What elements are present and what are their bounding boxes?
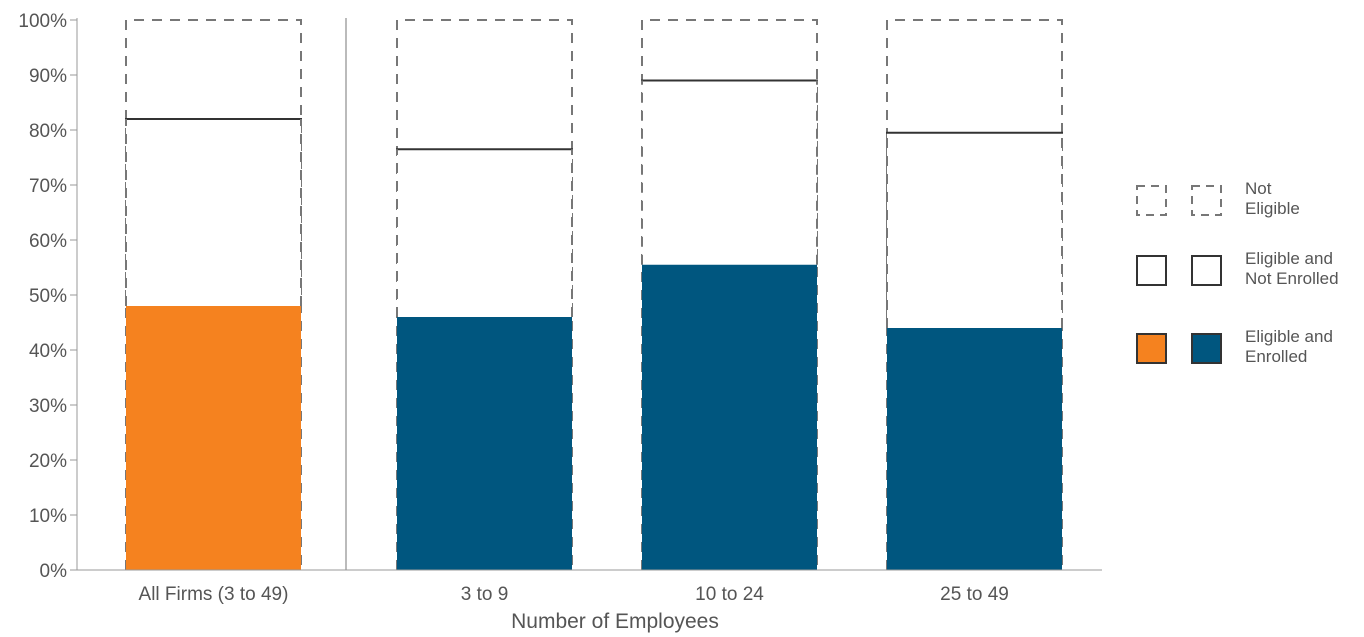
bar-eligible-enrolled	[126, 306, 301, 570]
x-tick-label: All Firms (3 to 49)	[139, 584, 289, 605]
bar-eligible-not-enrolled	[642, 80, 817, 265]
y-tick-label: 10%	[29, 506, 67, 527]
bar-eligible-enrolled	[642, 264, 817, 570]
legend-label: Enrolled	[1245, 347, 1307, 366]
y-tick-label: 20%	[29, 451, 67, 472]
plot-area	[125, 18, 1063, 570]
legend-label: Eligible	[1245, 199, 1300, 218]
x-tick-label: 10 to 24	[695, 584, 764, 605]
legend-swatch-eligible-not-enrolled	[1191, 255, 1222, 286]
bar-eligible-enrolled	[397, 317, 572, 570]
bar-eligible-not-enrolled	[887, 132, 1062, 328]
y-tick-label: 80%	[29, 121, 67, 142]
legend-label: Not Enrolled	[1245, 269, 1339, 288]
bar-eligible-sides	[125, 119, 302, 306]
y-tick-label: 70%	[29, 176, 67, 197]
y-tick-label: 50%	[29, 286, 67, 307]
bar-eligible-sides	[396, 149, 573, 317]
legend-label: Eligible and	[1245, 327, 1333, 346]
y-axis: 0% 10% 20% 30% 40% 50% 60% 70% 80% 90% 100%	[18, 11, 78, 582]
x-axis: All Firms (3 to 49) 3 to 9 10 to 24 25 to 4…	[77, 569, 1102, 605]
legend-swatch-not-eligible	[1136, 185, 1167, 216]
legend-label: Eligible and	[1245, 249, 1333, 268]
y-tick-label: 100%	[18, 11, 67, 32]
legend-label: Not	[1245, 179, 1272, 198]
y-tick-label: 0%	[40, 561, 68, 582]
y-tick-label: 30%	[29, 396, 67, 417]
legend-swatch-eligible-not-enrolled	[1136, 255, 1167, 286]
x-tick-label: 3 to 9	[461, 584, 509, 605]
y-tick-label: 40%	[29, 341, 67, 362]
x-axis-title: Number of Employees	[511, 610, 719, 633]
bar-eligible-enrolled	[887, 328, 1062, 570]
legend-swatch-not-eligible	[1191, 185, 1222, 216]
bar-eligible-sides	[886, 132, 1063, 328]
bar-eligible-sides	[641, 80, 818, 265]
bar-eligible-not-enrolled	[126, 119, 301, 306]
y-tick-label: 60%	[29, 231, 67, 252]
legend-swatch-eligible-enrolled	[1136, 333, 1167, 364]
legend-swatch-eligible-enrolled	[1191, 333, 1222, 364]
x-tick-label: 25 to 49	[940, 584, 1009, 605]
y-tick-label: 90%	[29, 66, 67, 87]
bar-eligible-not-enrolled	[397, 149, 572, 317]
